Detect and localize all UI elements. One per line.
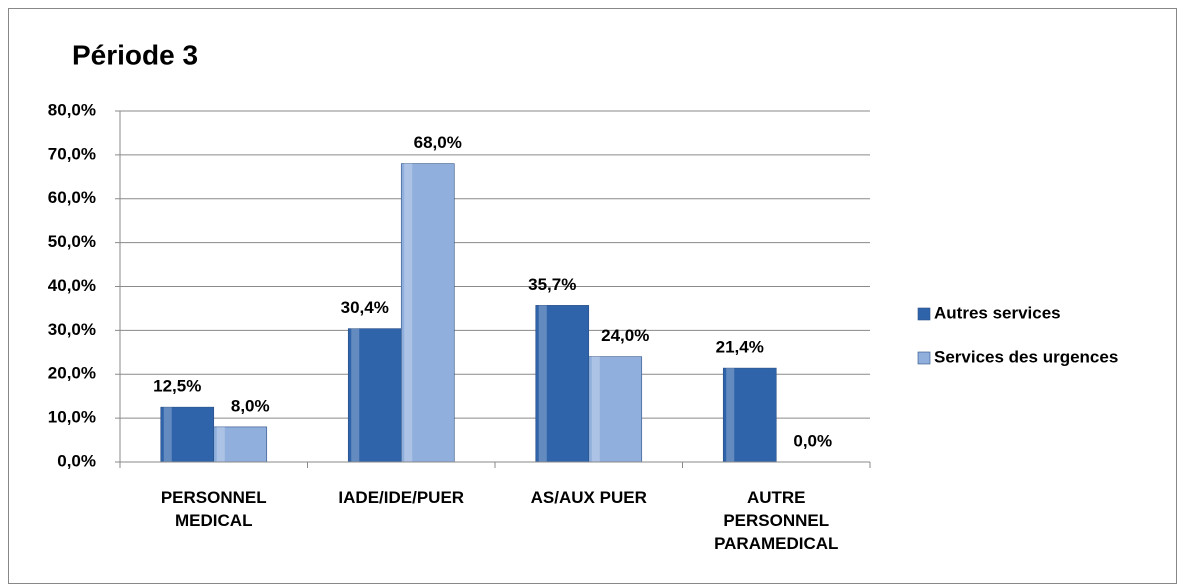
- legend-swatch: [917, 307, 931, 321]
- bar: [400, 163, 455, 463]
- legend-label: Services des urgences: [934, 347, 1118, 366]
- bar-highlight: [726, 368, 735, 462]
- y-tick-label: 80,0%: [48, 100, 96, 119]
- data-label: 30,4%: [341, 298, 389, 317]
- y-tick-label: 70,0%: [48, 144, 96, 163]
- bar-highlight: [216, 426, 225, 462]
- x-tick-label: AUTRE PERSONNEL PARAMEDICAL: [714, 488, 839, 553]
- bar-highlight: [351, 328, 360, 462]
- y-tick-label: 60,0%: [48, 188, 96, 207]
- y-tick-label: 50,0%: [48, 232, 96, 251]
- data-label: 12,5%: [153, 377, 201, 396]
- bar: [347, 328, 402, 463]
- chart-frame: [8, 8, 1177, 584]
- data-label: 21,4%: [716, 338, 764, 357]
- bar: [588, 356, 643, 463]
- data-label: 24,0%: [601, 326, 649, 345]
- data-label: 68,0%: [414, 133, 462, 152]
- bar-highlight: [163, 407, 172, 462]
- bar-highlight: [404, 163, 413, 462]
- bar-highlight: [591, 356, 600, 462]
- x-tick-label: AS/AUX PUER: [530, 488, 647, 507]
- bar: [213, 426, 268, 463]
- data-label: 0,0%: [793, 431, 832, 450]
- chart-title: Période 3: [72, 39, 198, 70]
- legend-swatch: [917, 351, 931, 365]
- y-tick-label: 20,0%: [48, 364, 96, 383]
- legend-label: Autres services: [934, 303, 1061, 322]
- x-tick-label: IADE/IDE/PUER: [338, 488, 465, 507]
- y-tick-label: 0,0%: [57, 451, 96, 470]
- y-tick-label: 40,0%: [48, 276, 96, 295]
- bar: [535, 305, 590, 463]
- data-label: 35,7%: [528, 275, 576, 294]
- data-label: 8,0%: [231, 396, 270, 415]
- bar-highlight: [538, 305, 547, 462]
- y-tick-label: 30,0%: [48, 320, 96, 339]
- bar: [722, 367, 777, 463]
- x-tick-label: PERSONNEL MEDICAL: [160, 488, 267, 530]
- y-tick-label: 10,0%: [48, 408, 96, 427]
